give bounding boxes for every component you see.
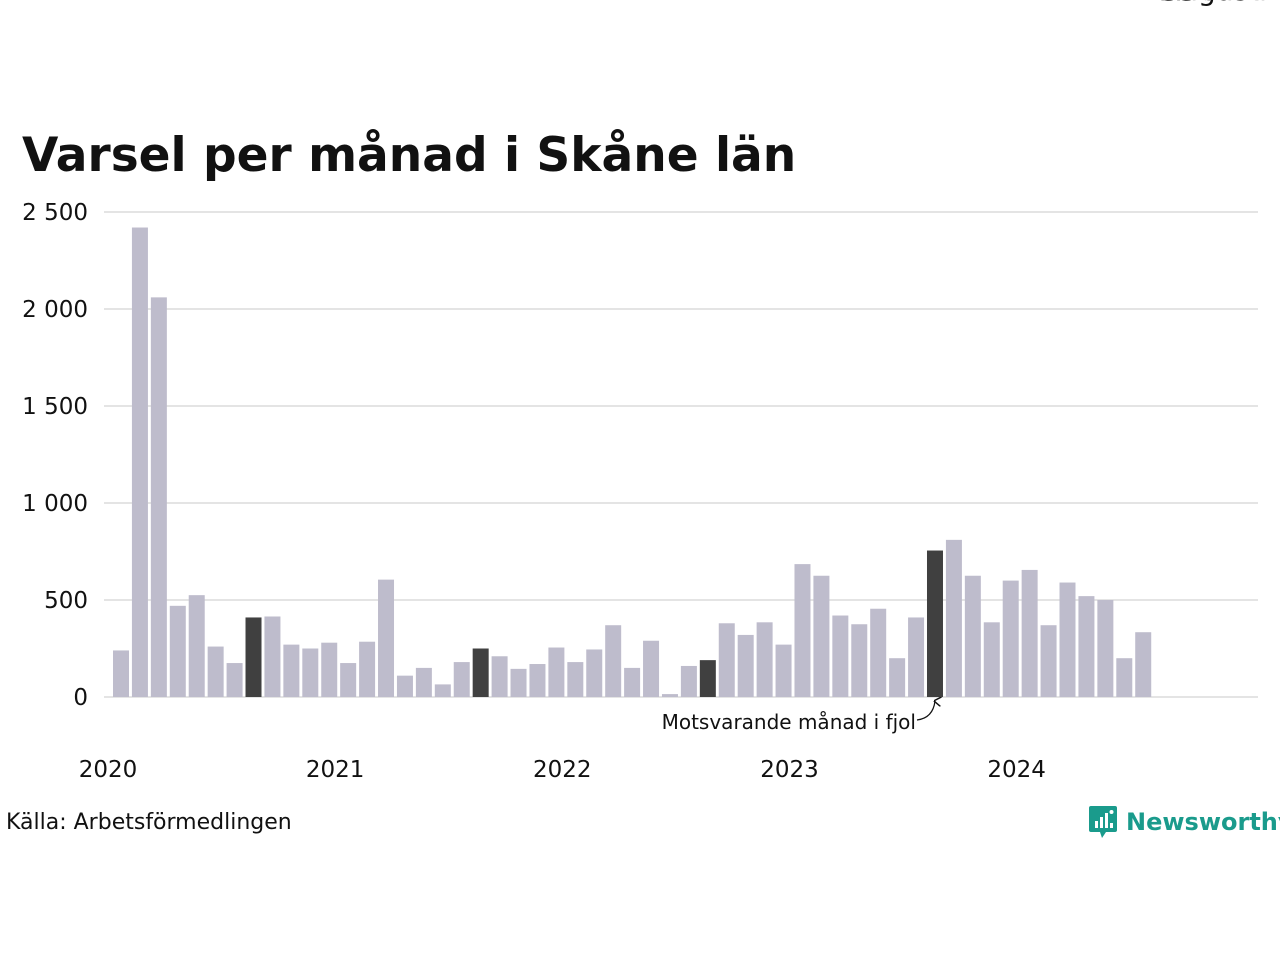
bar [434,684,451,697]
bar [983,622,1000,697]
y-tick-label: 2 000 [22,297,88,323]
previous-year-label: Motsvarande månad i fjol [662,710,916,734]
chart-title: Varsel per månad i Skåne län [22,128,797,183]
bar [340,663,357,697]
bar [567,662,584,697]
brand-name: Newsworthy [1126,808,1280,836]
x-tick-label: 2024 [987,757,1046,783]
bar [359,641,376,697]
source-note: Källa: Arbetsförmedlingen [6,810,292,835]
bar-same-month-previous-year [699,660,716,697]
bar [605,625,622,697]
bar [964,575,981,697]
bar [1059,582,1076,697]
bar [113,650,129,697]
bar [1116,658,1133,697]
bar [1002,580,1019,697]
bar [207,646,224,697]
newsworthy-logo-icon [1089,806,1117,838]
y-tick-label: 0 [73,685,88,711]
x-axis-ticks: 2020 2021 2022 2023 2024 [79,757,1046,783]
bar [169,605,186,697]
y-tick-label: 2 500 [22,200,88,226]
bar [226,663,243,697]
x-tick-label: 2020 [79,757,138,783]
bar [870,608,887,697]
bar [150,297,167,697]
bar [321,642,338,697]
bar-same-month-previous-year [926,550,943,697]
bar [643,640,660,697]
y-tick-label: 500 [44,588,88,614]
bar [188,595,205,697]
bar-same-month-previous-year [245,617,262,697]
bar [908,617,925,697]
y-tick-label: 1 500 [22,394,88,420]
bar [586,649,603,697]
bar [775,644,792,697]
y-tick-label: 1 000 [22,491,88,517]
x-tick-label: 2022 [533,757,592,783]
bar [302,648,319,697]
current-month-label: Augusti [1161,0,1267,7]
bar [1078,596,1095,697]
bar [396,675,413,697]
brand-logo: Newsworthy [1088,802,1280,842]
bar [851,624,868,697]
bar [453,662,470,697]
bar [624,667,641,697]
bar [510,668,527,697]
bar [415,667,432,697]
bar-same-month-previous-year [472,648,489,697]
y-axis-ticks: 0 500 1 000 1 500 2 000 2 500 [22,200,88,711]
bar [718,623,735,697]
bar [264,616,281,697]
bar [889,658,906,697]
bar [1040,625,1057,697]
annotations: Augusti334 Motsvarande månad i fjol [662,0,1267,734]
bar [756,622,773,697]
bar [813,575,830,697]
bar [945,539,962,697]
previous-year-arrow [916,701,935,721]
current-month-value: 334 [1161,0,1214,7]
bar [491,656,508,697]
bar [737,634,754,697]
bar [1021,569,1038,697]
bars [113,227,1152,697]
bar [1097,600,1114,697]
bar [378,579,395,697]
bar [661,694,678,697]
bar [529,664,546,697]
bar [794,564,811,697]
bar [548,647,565,697]
x-tick-label: 2023 [760,757,819,783]
bar [1135,632,1152,697]
bar [283,644,300,697]
x-tick-label: 2021 [306,757,365,783]
bar [680,665,697,697]
bar [832,615,849,697]
bar [131,227,148,697]
